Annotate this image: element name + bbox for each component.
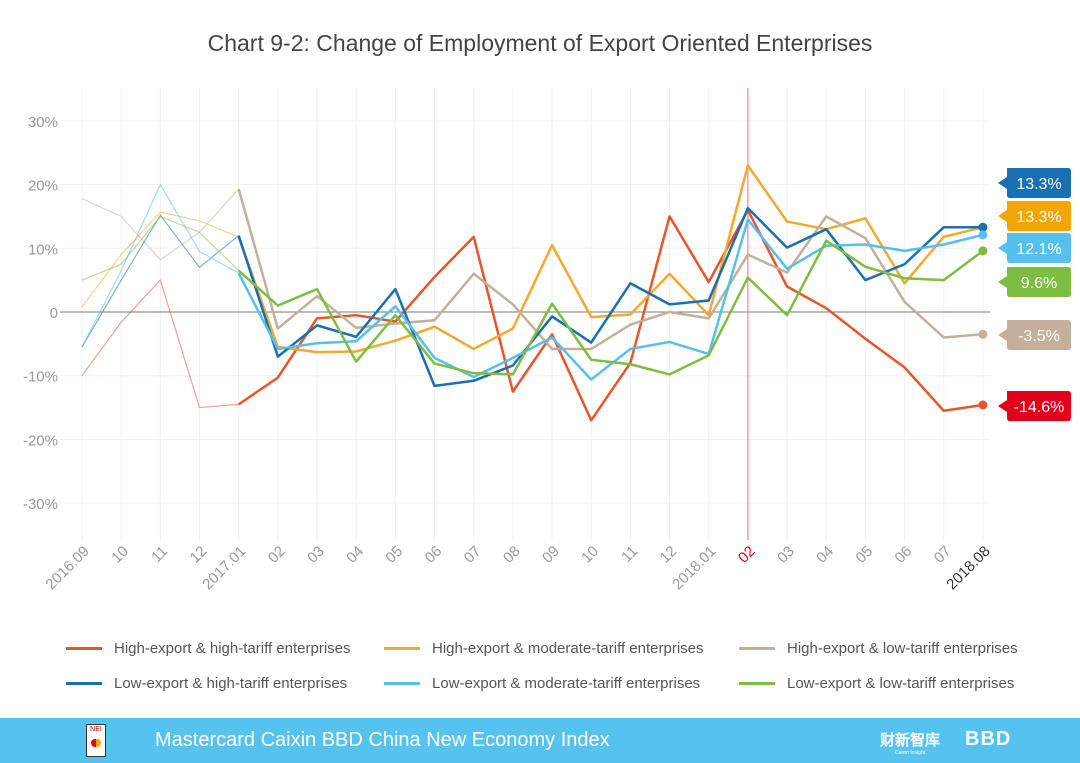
legend-item: Low-export & high-tariff enterprises [66,675,347,692]
legend-label: Low-export & moderate-tariff enterprises [432,675,701,692]
series-line [237,164,984,354]
series-2 [81,188,988,351]
y-tick-label: 30% [28,114,58,131]
y-tick-label: -10% [23,369,58,386]
legend-swatch [739,682,775,685]
series-4 [81,183,988,381]
x-tick-label: 2018.08 [943,543,993,593]
x-tick-label: 05 [852,543,876,567]
line-chart: 30%20%10%0-10%-20%-30%2016.09 10 11 122017.… [23,88,1071,593]
x-tick-label: 12 [657,543,681,567]
end-label: -14.6% [998,391,1071,421]
x-tick-label: 10 [578,543,602,567]
caixin-logo: 财新智库 Caixin Insight [880,729,940,756]
x-tick-label: 2018.01 [669,543,719,593]
y-tick-label: 20% [28,178,58,195]
x-tick-label: 06 [422,543,446,567]
y-tick-label: -20% [23,432,58,449]
legend-label: High-export & high-tariff enterprises [114,640,351,657]
legend-swatch [66,682,102,685]
end-label: 13.3% [998,168,1071,198]
x-tick-label: 03 [304,543,328,567]
x-tick-label: 05 [382,543,406,567]
legend-swatch [384,647,420,650]
y-tick-label: 10% [28,241,58,258]
end-label-text: 9.6% [1021,275,1057,292]
series-0 [81,208,988,422]
end-label-text: -14.6% [1014,399,1065,416]
x-tick-label: 02 [265,543,289,567]
legend-label: Low-export & high-tariff enterprises [114,675,348,692]
data-point [978,400,988,410]
footer-banner: NEI Mastercard Caixin BBD China New Econ… [0,718,1080,763]
end-label-tag [998,391,1071,421]
data-point [978,329,988,339]
bbd-logo: BBD [965,728,1012,750]
nei-logo: NEI [86,724,106,757]
legend-item: Low-export & low-tariff enterprises [739,675,1014,692]
x-tick-label: 2017.01 [199,543,249,593]
legend-swatch [739,647,775,650]
x-tick-label: 11 [618,543,641,566]
legend-swatch [384,682,420,685]
end-label-text: 13.3% [1016,176,1061,193]
x-tick-label: 02 [735,543,759,567]
legend-swatch [66,647,102,650]
series-line [237,208,984,422]
x-tick-label: 11 [148,543,171,566]
x-tick-label: 07 [931,543,955,567]
legend-label: High-export & low-tariff enterprises [787,640,1018,657]
y-tick-label: -30% [23,496,58,513]
x-tick-label: 08 [500,543,524,567]
x-tick-label: 07 [461,543,485,567]
caixin-logo-sub: Caixin Insight [895,750,926,756]
nei-logo-text: NEI [90,726,102,733]
end-label: 9.6% [998,267,1071,297]
legend-item: High-export & moderate-tariff enterprise… [384,640,704,657]
series-3 [81,206,988,388]
caixin-logo-text: 财新智库 [880,732,941,749]
end-label: 13.3% [998,201,1071,231]
end-label-tag [998,233,1071,263]
end-label: -3.5% [998,320,1071,350]
x-tick-label: 09 [539,543,563,567]
data-point [978,230,988,240]
series-5 [81,215,988,376]
x-tick-label: 06 [892,543,916,567]
legend-item: High-export & high-tariff enterprises [66,640,351,657]
end-label-tag [998,267,1071,297]
x-tick-label: 2016.09 [42,543,92,593]
legend-item: High-export & low-tariff enterprises [739,640,1018,657]
end-label-text: 12.1% [1016,241,1061,258]
chart-title: Chart 9-2: Change of Employment of Expor… [207,30,873,56]
y-tick-label: 0 [50,305,58,322]
legend-label: Low-export & low-tariff enterprises [787,675,1015,692]
end-label-tag [998,168,1071,198]
end-label-text: 13.3% [1016,209,1061,226]
series-line [237,218,984,381]
data-point [978,246,988,256]
end-label-text: -3.5% [1018,328,1060,345]
mastercard-icon [91,739,101,747]
x-tick-label: 04 [343,543,367,567]
x-tick-label: 10 [108,543,132,567]
x-tick-label: 04 [813,543,837,567]
end-label-tag [998,201,1071,231]
series-line [237,206,983,388]
legend-item: Low-export & moderate-tariff enterprises [384,675,700,692]
series-line [237,239,984,376]
footer-title: Mastercard Caixin BBD China New Economy … [155,729,610,751]
x-tick-label: 12 [187,543,211,567]
end-label-tag [998,320,1071,350]
data-point [978,222,988,232]
x-tick-label: 03 [774,543,798,567]
legend-label: High-export & moderate-tariff enterprise… [432,640,704,657]
end-label: 12.1% [998,233,1071,263]
